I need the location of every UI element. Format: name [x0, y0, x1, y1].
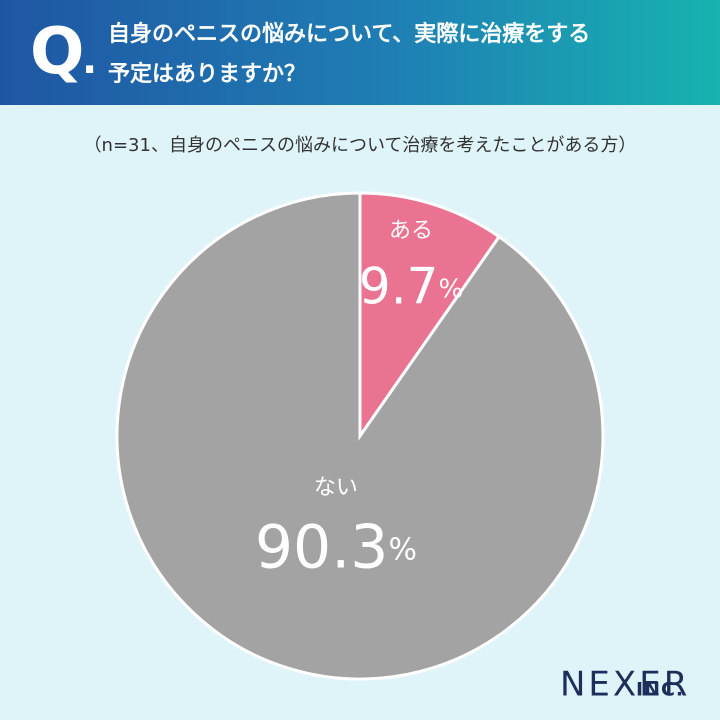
category-label: ない [314, 475, 358, 500]
title-line: 自身のペニスの悩みについて、実際に治療をする [108, 22, 591, 47]
q-mark: Q [30, 15, 85, 89]
title-line: 予定はありますか？ [108, 62, 307, 87]
category-label: ある [389, 219, 433, 244]
logo-name: NEXER [560, 665, 690, 705]
subtitle: （n=31、自身のペニスの悩みについて治療を考えたことがある方） [84, 135, 637, 156]
value-label: 9.7% [359, 257, 463, 315]
header: Q . 自身のペニスの悩みについて、実際に治療をする 予定はありますか？ [0, 0, 720, 105]
logo-suffix: INC. [636, 679, 684, 701]
pie-slice [115, 191, 605, 681]
pie-slice [358, 191, 502, 441]
q-dot: . [82, 37, 98, 83]
value-label: 90.3% [255, 512, 417, 582]
